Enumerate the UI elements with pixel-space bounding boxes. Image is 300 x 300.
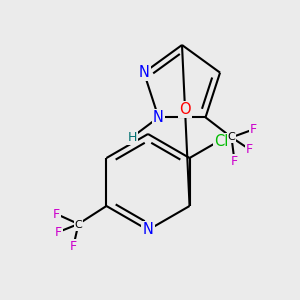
Text: C: C [75,220,82,230]
Text: F: F [53,208,60,220]
Text: F: F [70,239,77,253]
Text: F: F [231,155,238,168]
Text: C: C [228,132,236,142]
Text: F: F [246,143,253,156]
Text: F: F [55,226,62,238]
Text: H: H [128,131,137,144]
Text: O: O [179,102,191,117]
Text: Cl: Cl [214,134,229,149]
Text: N: N [142,223,153,238]
Text: F: F [250,123,257,136]
Text: N: N [139,65,149,80]
Text: N: N [153,110,164,125]
